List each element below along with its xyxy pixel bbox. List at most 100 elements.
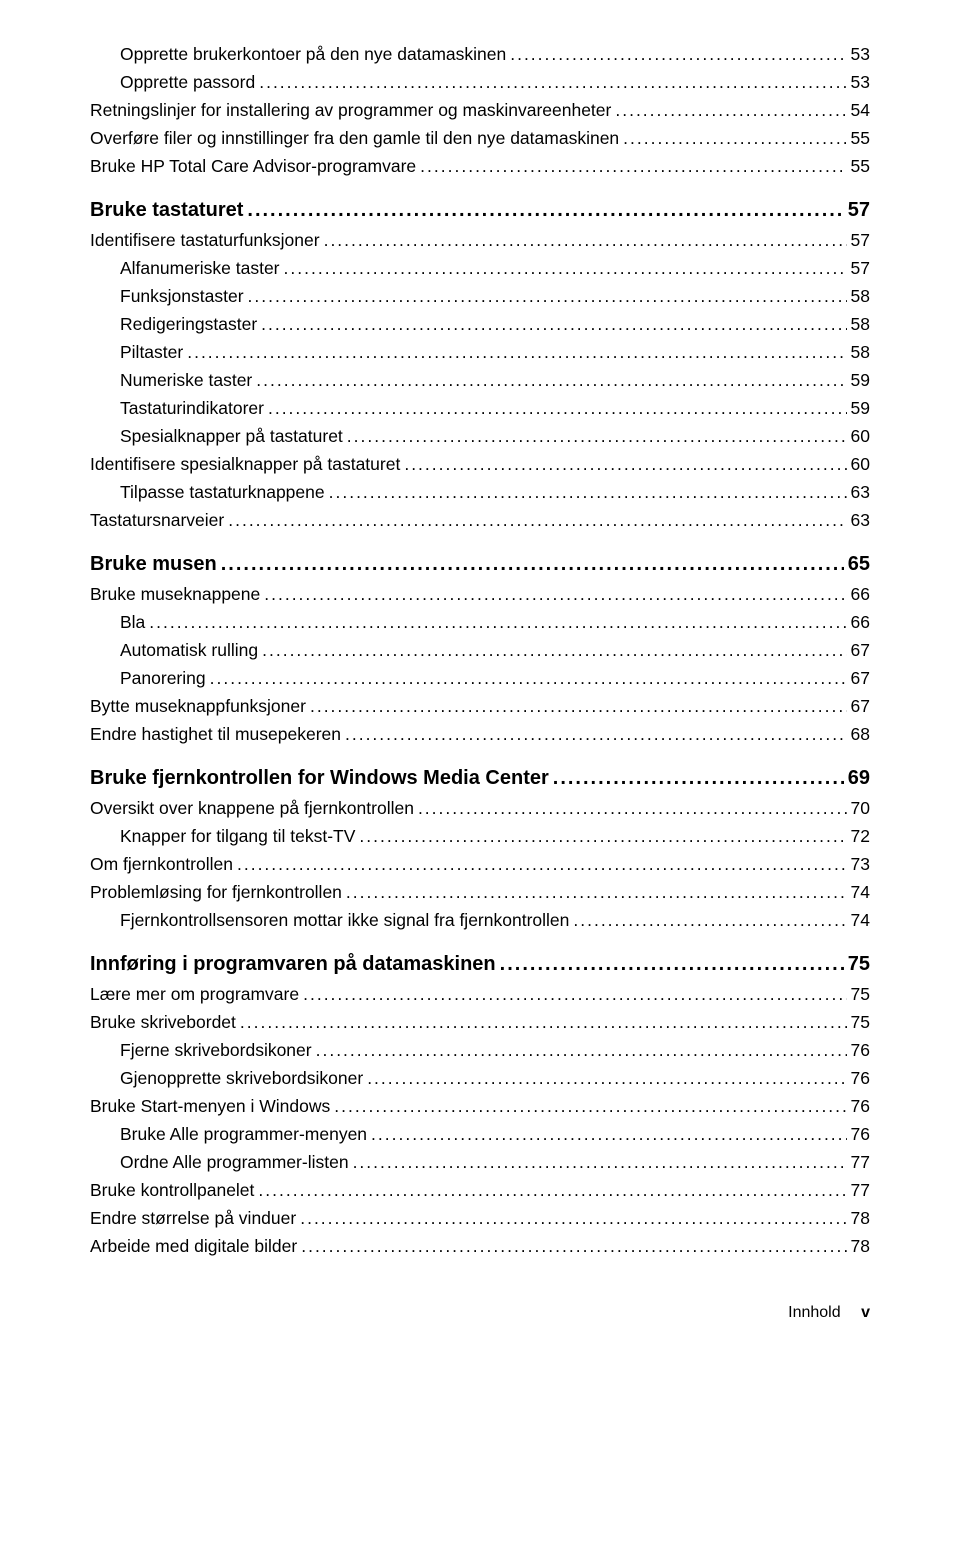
toc-page-number: 55 bbox=[851, 124, 870, 152]
toc-leader-dots bbox=[301, 1232, 846, 1260]
toc-page-number: 67 bbox=[851, 636, 870, 664]
toc-row: Problemløsing for fjernkontrollen74 bbox=[90, 878, 870, 906]
toc-leader-dots bbox=[300, 1204, 846, 1232]
footer: Innhold v bbox=[90, 1304, 870, 1322]
toc-page-number: 78 bbox=[851, 1204, 870, 1232]
toc-leader-dots bbox=[371, 1120, 846, 1148]
toc-title: Arbeide med digitale bilder bbox=[90, 1232, 297, 1260]
toc-title: Innføring i programvaren på datamaskinen bbox=[90, 948, 496, 980]
toc-title: Endre størrelse på vinduer bbox=[90, 1204, 296, 1232]
toc-page-number: 60 bbox=[851, 450, 870, 478]
toc-leader-dots bbox=[510, 40, 846, 68]
toc-row: Bruke tastaturet57 bbox=[90, 194, 870, 226]
toc-title: Problemløsing for fjernkontrollen bbox=[90, 878, 342, 906]
toc-title: Panorering bbox=[120, 664, 206, 692]
toc-page-number: 67 bbox=[851, 692, 870, 720]
toc-leader-dots bbox=[418, 794, 847, 822]
toc-page-number: 76 bbox=[851, 1120, 870, 1148]
toc-row: Alfanumeriske taster57 bbox=[120, 254, 870, 282]
toc-leader-dots bbox=[237, 850, 847, 878]
toc-page-number: 63 bbox=[851, 478, 870, 506]
toc-leader-dots bbox=[247, 194, 843, 226]
toc-leader-dots bbox=[329, 478, 847, 506]
toc-leader-dots bbox=[284, 254, 847, 282]
toc-row: Tastatursnarveier 63 bbox=[90, 506, 870, 534]
toc-leader-dots bbox=[553, 762, 844, 794]
toc-page-number: 57 bbox=[851, 254, 870, 282]
toc-leader-dots bbox=[346, 878, 847, 906]
toc-page-number: 60 bbox=[851, 422, 870, 450]
toc-title: Opprette passord bbox=[120, 68, 255, 96]
toc-row: Opprette brukerkontoer på den nye datama… bbox=[120, 40, 870, 68]
toc-row: Endre størrelse på vinduer 78 bbox=[90, 1204, 870, 1232]
toc-title: Gjenopprette skrivebordsikoner bbox=[120, 1064, 363, 1092]
toc-title: Retningslinjer for installering av progr… bbox=[90, 96, 611, 124]
toc-page-number: 75 bbox=[851, 980, 870, 1008]
toc-row: Arbeide med digitale bilder 78 bbox=[90, 1232, 870, 1260]
toc-leader-dots bbox=[248, 282, 847, 310]
toc-title: Om fjernkontrollen bbox=[90, 850, 233, 878]
toc-title: Fjernkontrollsensoren mottar ikke signal… bbox=[120, 906, 569, 934]
toc-leader-dots bbox=[353, 1148, 847, 1176]
toc-leader-dots bbox=[347, 422, 847, 450]
toc-page: Opprette brukerkontoer på den nye datama… bbox=[0, 0, 960, 1362]
toc-page-number: 53 bbox=[851, 40, 870, 68]
toc-leader-dots bbox=[367, 1064, 846, 1092]
toc-leader-dots bbox=[324, 226, 847, 254]
toc-row: Bruke Alle programmer-menyen 76 bbox=[120, 1120, 870, 1148]
toc-title: Opprette brukerkontoer på den nye datama… bbox=[120, 40, 506, 68]
toc-title: Identifisere spesialknapper på tastature… bbox=[90, 450, 400, 478]
toc-page-number: 59 bbox=[851, 394, 870, 422]
toc-row: Bruke kontrollpanelet77 bbox=[90, 1176, 870, 1204]
toc-page-number: 75 bbox=[851, 1008, 870, 1036]
toc-page-number: 63 bbox=[851, 506, 870, 534]
toc-title: Tastaturindikatorer bbox=[120, 394, 264, 422]
toc-title: Bla bbox=[120, 608, 145, 636]
toc-leader-dots bbox=[187, 338, 846, 366]
toc-title: Endre hastighet til musepekeren bbox=[90, 720, 341, 748]
toc-title: Automatisk rulling bbox=[120, 636, 258, 664]
toc-row: Bruke fjernkontrollen for Windows Media … bbox=[90, 762, 870, 794]
toc-title: Lære mer om programvare bbox=[90, 980, 299, 1008]
toc-page-number: 66 bbox=[851, 580, 870, 608]
toc-page-number: 54 bbox=[851, 96, 870, 124]
toc-leader-dots bbox=[404, 450, 846, 478]
toc-title: Bruke tastaturet bbox=[90, 194, 243, 226]
toc-title: Knapper for tilgang til tekst-TV bbox=[120, 822, 355, 850]
toc-title: Bytte museknappfunksjoner bbox=[90, 692, 306, 720]
toc-row: Innføring i programvaren på datamaskinen… bbox=[90, 948, 870, 980]
toc-row: Bruke musen65 bbox=[90, 548, 870, 580]
toc-page-number: 78 bbox=[851, 1232, 870, 1260]
toc-row: Numeriske taster59 bbox=[120, 366, 870, 394]
toc-title: Funksjonstaster bbox=[120, 282, 244, 310]
toc-title: Tilpasse tastaturknappene bbox=[120, 478, 325, 506]
toc-row: Funksjonstaster58 bbox=[120, 282, 870, 310]
toc-row: Spesialknapper på tastaturet 60 bbox=[120, 422, 870, 450]
toc-title: Spesialknapper på tastaturet bbox=[120, 422, 343, 450]
toc-row: Redigeringstaster58 bbox=[120, 310, 870, 338]
toc-page-number: 58 bbox=[851, 338, 870, 366]
toc-leader-dots bbox=[420, 152, 846, 180]
toc-row: Fjernkontrollsensoren mottar ikke signal… bbox=[120, 906, 870, 934]
toc-page-number: 70 bbox=[851, 794, 870, 822]
toc-page-number: 59 bbox=[851, 366, 870, 394]
toc-title: Bruke Alle programmer-menyen bbox=[120, 1120, 367, 1148]
toc-page-number: 65 bbox=[848, 548, 870, 580]
footer-page-number: v bbox=[861, 1304, 870, 1321]
toc-title: Bruke museknappene bbox=[90, 580, 260, 608]
toc-page-number: 57 bbox=[851, 226, 870, 254]
toc-leader-dots bbox=[345, 720, 847, 748]
toc-row: Gjenopprette skrivebordsikoner76 bbox=[120, 1064, 870, 1092]
toc-title: Ordne Alle programmer-listen bbox=[120, 1148, 349, 1176]
toc-leader-dots bbox=[303, 980, 846, 1008]
toc-leader-dots bbox=[316, 1036, 847, 1064]
toc-row: Identifisere spesialknapper på tastature… bbox=[90, 450, 870, 478]
toc-title: Piltaster bbox=[120, 338, 183, 366]
footer-label: Innhold bbox=[788, 1304, 841, 1321]
toc-page-number: 74 bbox=[851, 906, 870, 934]
toc-row: Bruke museknappene 66 bbox=[90, 580, 870, 608]
toc-row: Bytte museknappfunksjoner 67 bbox=[90, 692, 870, 720]
toc-row: Panorering67 bbox=[120, 664, 870, 692]
toc-title: Tastatursnarveier bbox=[90, 506, 224, 534]
toc-leader-dots bbox=[256, 366, 846, 394]
